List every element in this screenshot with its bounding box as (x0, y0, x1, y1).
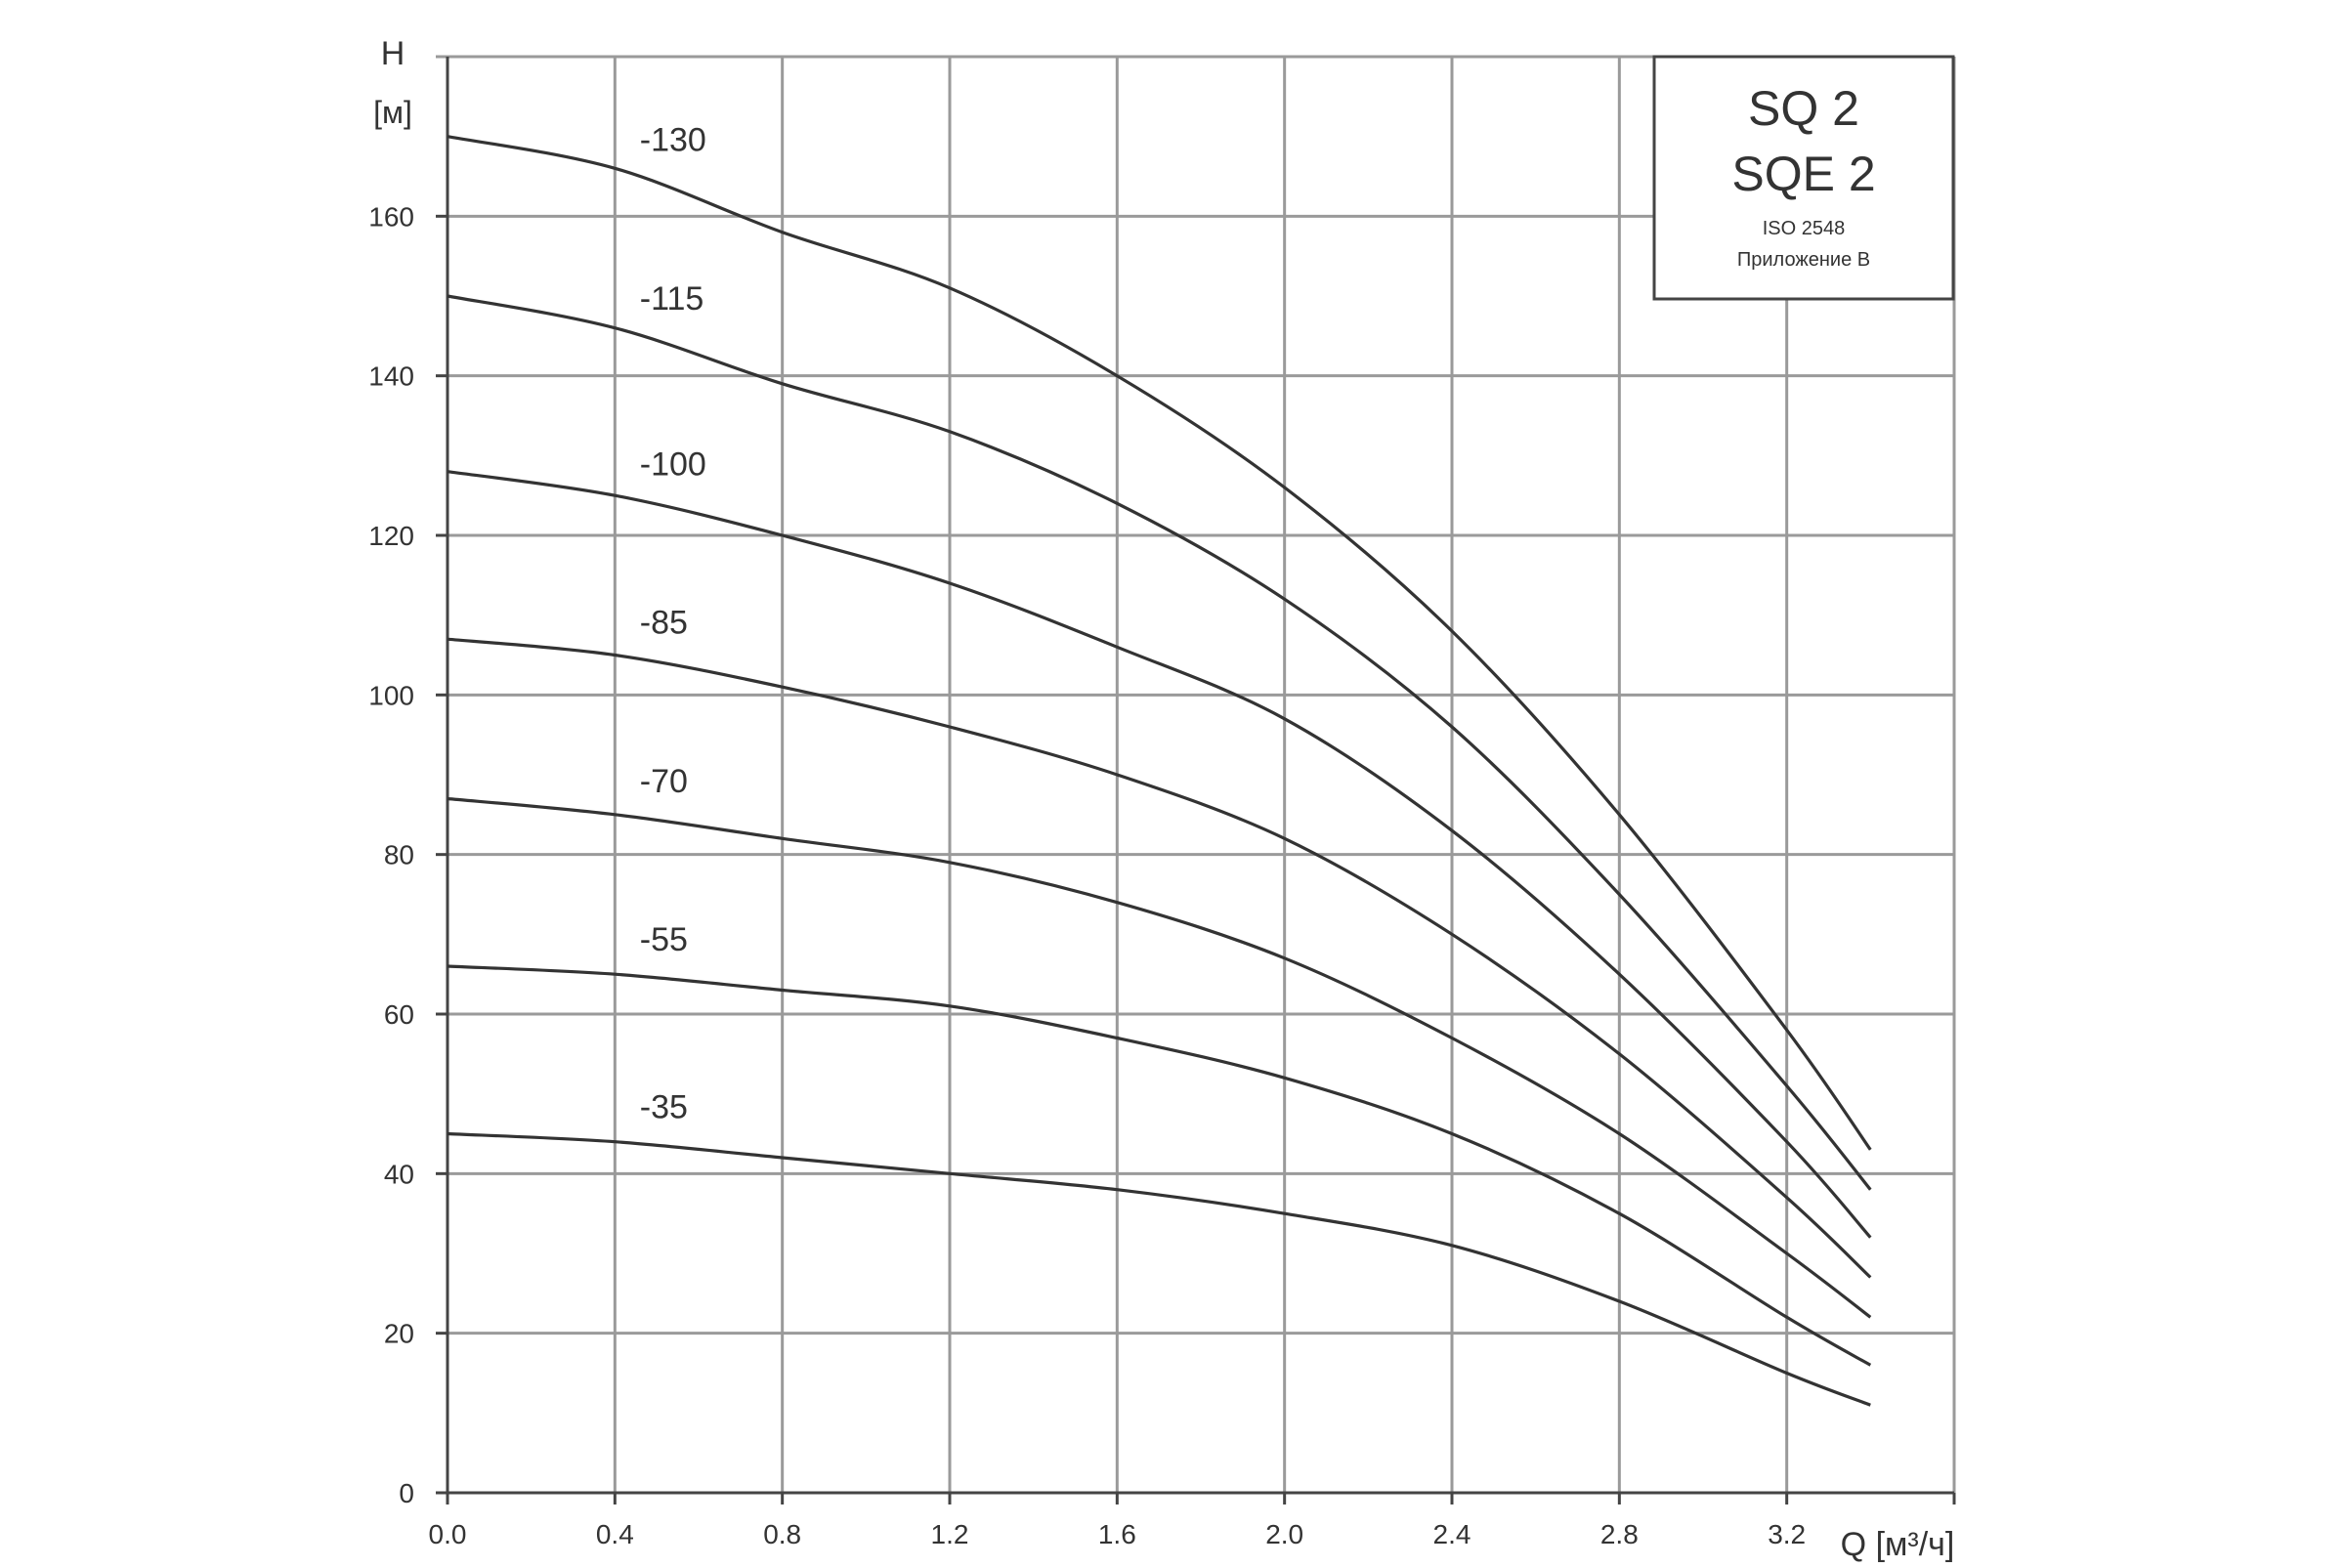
y-tick-label: 40 (384, 1159, 414, 1189)
title-standard: ISO 2548 (1763, 218, 1846, 239)
x-tick-label: 1.2 (931, 1519, 969, 1549)
x-tick-label: 0.4 (596, 1519, 634, 1549)
curve-minus-70 (447, 796, 1872, 1319)
curve-minus-55 (447, 964, 1872, 1367)
x-tick-label: 2.8 (1600, 1519, 1639, 1549)
y-tick-label: 140 (368, 361, 414, 392)
curve-label: -115 (640, 280, 704, 318)
x-tick-label: 0.0 (429, 1519, 467, 1549)
x-tick-label: 2.0 (1265, 1519, 1303, 1549)
curve-minus-115 (447, 294, 1872, 1191)
y-axis-symbol: H (381, 35, 405, 72)
y-tick-label: 80 (384, 840, 414, 870)
x-tick-label: 1.6 (1098, 1519, 1136, 1549)
y-tick-label: 0 (399, 1478, 414, 1508)
title-model-line2: SQE 2 (1731, 147, 1875, 201)
x-tick-label: 2.4 (1433, 1519, 1471, 1549)
grid (436, 55, 1956, 1493)
y-axis-unit: [м] (373, 95, 412, 130)
title-appendix: Приложение В (1737, 249, 1870, 271)
x-tick-label: 0.8 (763, 1519, 801, 1549)
y-tick-label: 60 (384, 999, 414, 1030)
curve-label: -130 (640, 122, 706, 159)
curve-label: -85 (640, 605, 688, 642)
curve-label: -100 (640, 445, 706, 483)
curve-minus-130 (447, 135, 1872, 1151)
y-tick-label: 120 (368, 521, 414, 551)
curve-minus-100 (447, 470, 1872, 1239)
curves (447, 135, 1872, 1407)
curve-minus-35 (447, 1131, 1871, 1407)
title-box: SQ 2 SQE 2 ISO 2548 Приложение В (1652, 55, 1955, 301)
y-tick-label: 160 (368, 201, 414, 232)
curve-minus-85 (447, 637, 1872, 1279)
x-axis-label: Q [м³/ч] (1841, 1526, 1955, 1563)
y-tick-label: 100 (368, 680, 414, 710)
curve-labels: -130 -115 -100 -85 -70 -55 -35 (640, 122, 706, 1126)
curve-label: -35 (640, 1089, 688, 1126)
y-tick-label: 20 (384, 1319, 414, 1349)
curve-label: -55 (640, 921, 688, 958)
title-model-line1: SQ 2 (1748, 81, 1859, 136)
curve-label: -70 (640, 763, 688, 800)
x-tick-label: 3.2 (1768, 1519, 1806, 1549)
title-box-frame (1652, 55, 1955, 301)
